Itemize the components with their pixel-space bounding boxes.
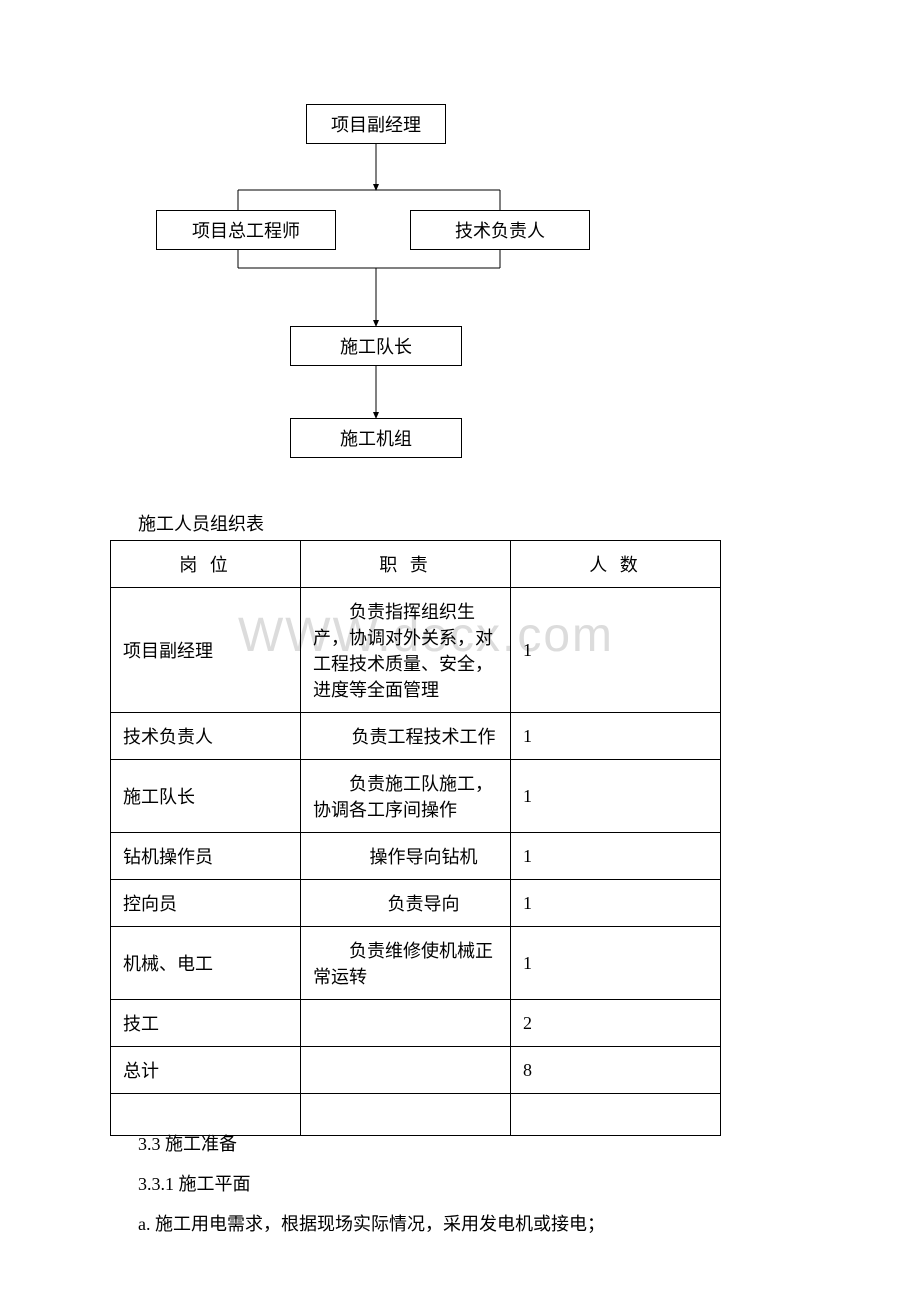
table-row: 钻机操作员操作导向钻机1: [111, 833, 721, 880]
cell-count: 1: [511, 927, 721, 1000]
cell-count: 1: [511, 588, 721, 713]
table-row: 控向员负责导向1: [111, 880, 721, 927]
cell-position: 总计: [111, 1047, 301, 1094]
flowchart-node-n1: 项目副经理: [306, 104, 446, 144]
cell-count: 8: [511, 1047, 721, 1094]
cell-duty: 负责维修使机械正常运转: [301, 927, 511, 1000]
cell-duty: 负责指挥组织生产，协调对外关系，对工程技术质量、安全，进度等全面管理: [301, 588, 511, 713]
cell-duty: 操作导向钻机: [301, 833, 511, 880]
cell-count: 1: [511, 760, 721, 833]
table-header-row: 岗 位 职 责 人 数: [111, 541, 721, 588]
table-row: 技术负责人负责工程技术工作1: [111, 713, 721, 760]
header-duty: 职 责: [301, 541, 511, 588]
cell-duty: [301, 1094, 511, 1136]
cell-duty: 负责施工队施工，协调各工序间操作: [301, 760, 511, 833]
cell-count: [511, 1094, 721, 1136]
cell-position: 技工: [111, 1000, 301, 1047]
cell-position: 机械、电工: [111, 927, 301, 1000]
cell-position: 技术负责人: [111, 713, 301, 760]
table-title: 施工人员组织表: [138, 510, 264, 536]
paragraph-a: a. 施工用电需求，根据现场实际情况，采用发电机或接电；: [138, 1210, 605, 1236]
table-row: 总计 8: [111, 1047, 721, 1094]
table-row: 项目副经理负责指挥组织生产，协调对外关系，对工程技术质量、安全，进度等全面管理1: [111, 588, 721, 713]
header-count: 人 数: [511, 541, 721, 588]
personnel-table: 岗 位 职 责 人 数 项目副经理负责指挥组织生产，协调对外关系，对工程技术质量…: [110, 540, 721, 1136]
cell-count: 2: [511, 1000, 721, 1047]
cell-position: 项目副经理: [111, 588, 301, 713]
cell-position: 施工队长: [111, 760, 301, 833]
cell-count: 1: [511, 713, 721, 760]
flowchart-node-n5: 施工机组: [290, 418, 462, 458]
cell-duty: [301, 1047, 511, 1094]
cell-position: 控向员: [111, 880, 301, 927]
cell-duty: [301, 1000, 511, 1047]
cell-count: 1: [511, 833, 721, 880]
header-position: 岗 位: [111, 541, 301, 588]
cell-position: 钻机操作员: [111, 833, 301, 880]
cell-count: 1: [511, 880, 721, 927]
flowchart-node-n3: 技术负责人: [410, 210, 590, 250]
table-row: 技工 2: [111, 1000, 721, 1047]
section-3-3: 3.3 施工准备: [138, 1130, 237, 1156]
table-row: 施工队长负责施工队施工，协调各工序间操作1: [111, 760, 721, 833]
cell-duty: 负责导向: [301, 880, 511, 927]
table-row: 机械、电工负责维修使机械正常运转1: [111, 927, 721, 1000]
section-3-3-1: 3.3.1 施工平面: [138, 1170, 251, 1196]
cell-duty: 负责工程技术工作: [301, 713, 511, 760]
flowchart-node-n4: 施工队长: [290, 326, 462, 366]
flowchart-node-n2: 项目总工程师: [156, 210, 336, 250]
